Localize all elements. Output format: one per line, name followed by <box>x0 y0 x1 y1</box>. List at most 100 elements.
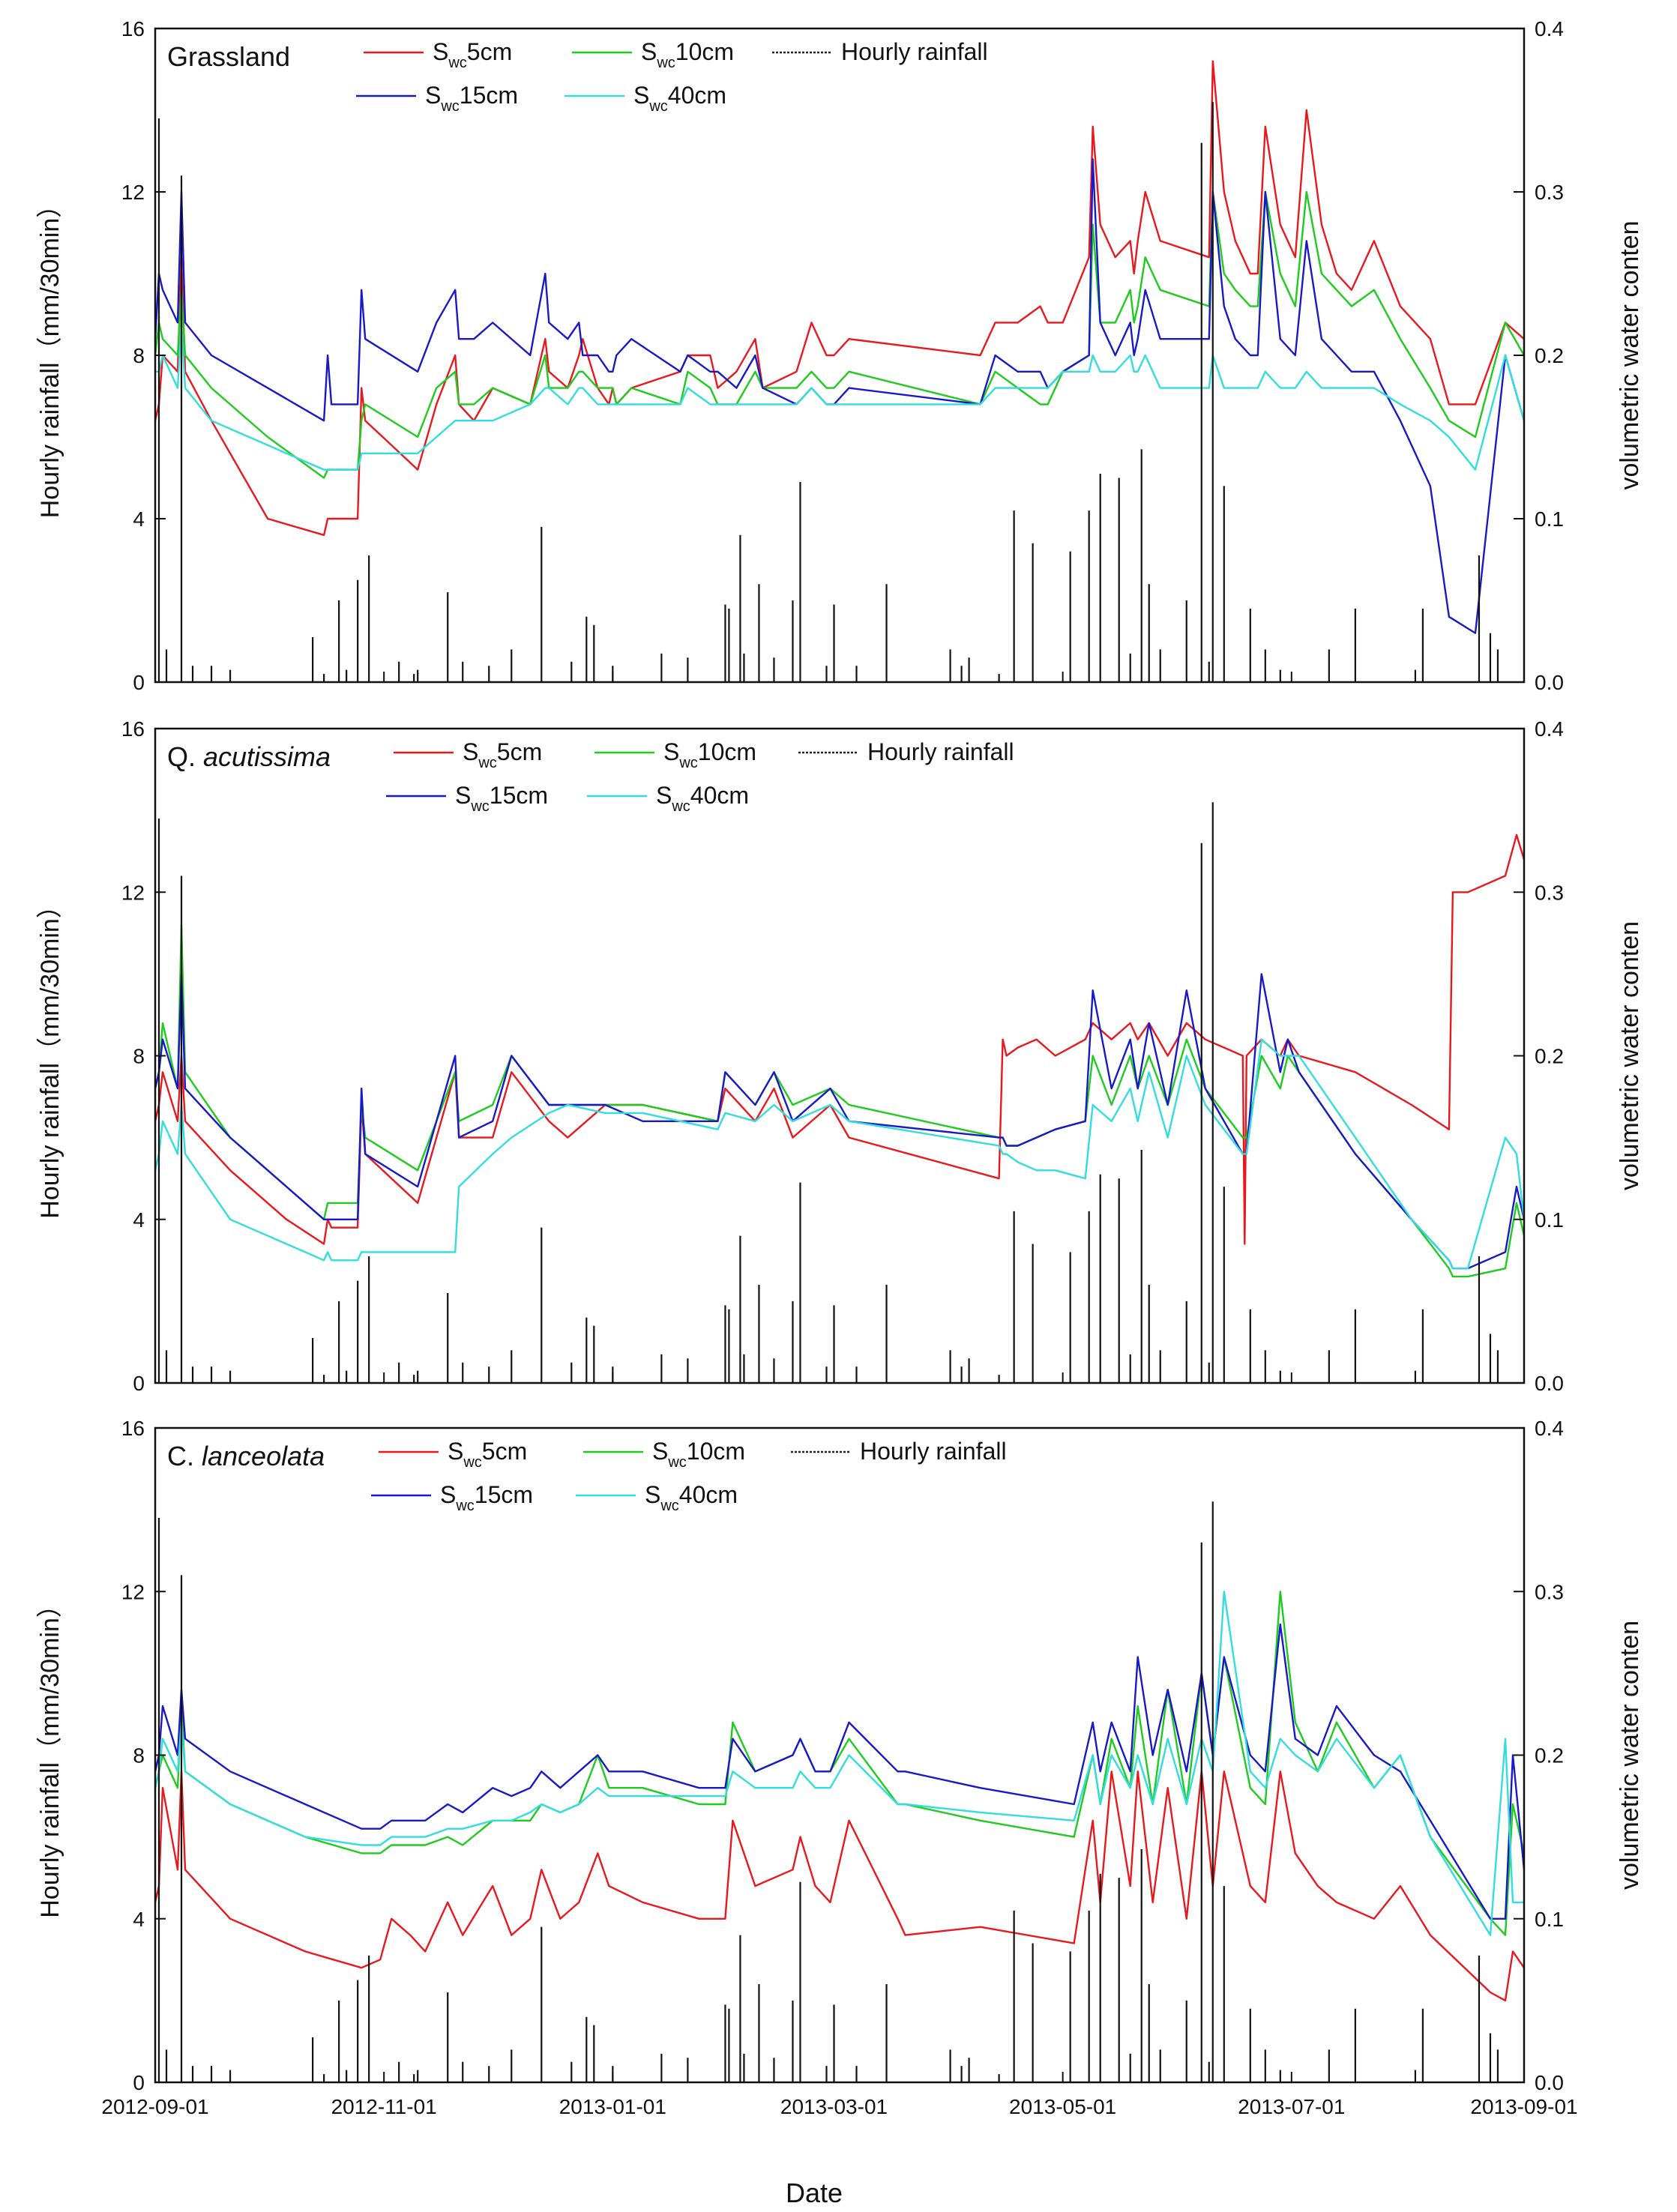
legend-label-part: 5cm <box>467 38 512 65</box>
legend-label-part: S <box>433 38 448 65</box>
right-tick-label: 0.0 <box>1535 671 1564 694</box>
panel-title: Q. acutissima <box>167 741 331 772</box>
rainfall-bars <box>157 1501 1499 2082</box>
right-tick-label: 0.3 <box>1535 181 1564 204</box>
legend-label-part: wc <box>455 1498 474 1514</box>
legend-label: Swc15cm <box>425 82 518 115</box>
legend-label: Swc5cm <box>448 1438 527 1471</box>
legend-label: Hourly rainfall <box>841 38 988 65</box>
right-axis-label: volumetric water conten <box>1616 220 1644 489</box>
legend-label: Hourly rainfall <box>860 1438 1007 1465</box>
legend-label-part: S <box>645 1481 660 1508</box>
legend-label: Swc10cm <box>641 38 734 71</box>
panel-title-part: C. <box>167 1441 202 1471</box>
left-tick-label: 12 <box>121 1580 145 1603</box>
series-line-swc-10cm <box>154 190 1526 479</box>
x-axis-label: Date <box>786 2178 843 2208</box>
x-tick-label: 2012-11-01 <box>331 2095 437 2118</box>
legend-label: Hourly rainfall <box>867 738 1014 765</box>
legend-label-part: 40cm <box>668 82 726 109</box>
legend-label-part: wc <box>656 55 675 71</box>
panel-title-part: Grassland <box>167 41 290 72</box>
left-tick-label: 4 <box>133 1208 145 1232</box>
legend-label-part: wc <box>671 798 690 815</box>
left-axis-label: Hourly rainfall（mm/30min） <box>36 193 64 519</box>
x-tick-label: 2013-01-01 <box>559 2095 666 2118</box>
legend-label: Swc10cm <box>663 738 756 771</box>
legend-label: Swc40cm <box>656 782 749 815</box>
legend-label-part: wc <box>678 755 697 771</box>
left-tick-label: 4 <box>133 1908 145 1931</box>
left-tick-label: 0 <box>133 1372 145 1395</box>
series-line-swc-10cm <box>154 923 1526 1278</box>
legend-label-part: wc <box>667 1454 686 1471</box>
legend-label-part: 5cm <box>497 738 542 765</box>
panels: 0 4 8 12 16 0.0 0.1 0.2 0.3 0.4 Hourly rainfall（mm… <box>36 17 1644 2118</box>
left-axis-label: Hourly rainfall（mm/30min） <box>36 893 64 1219</box>
right-tick-label: 0.1 <box>1535 1208 1564 1232</box>
right-tick-label: 0.3 <box>1535 881 1564 904</box>
legend-label: Swc40cm <box>633 82 726 115</box>
left-tick-label: 12 <box>121 181 145 204</box>
left-tick-label: 12 <box>121 881 145 904</box>
legend-label-part: 5cm <box>482 1438 527 1465</box>
left-tick-label: 16 <box>121 17 145 40</box>
left-tick-label: 4 <box>133 507 145 531</box>
right-tick-label: 0.2 <box>1535 344 1564 367</box>
legend-label-part: S <box>652 1438 668 1465</box>
x-tick-label: 2013-09-01 <box>1470 2095 1577 2118</box>
legend-label-part: wc <box>448 55 466 71</box>
right-tick-label: 0.2 <box>1535 1045 1564 1068</box>
right-tick-label: 0.4 <box>1535 17 1564 40</box>
legend-label: Swc5cm <box>463 738 542 771</box>
right-tick-label: 0.2 <box>1535 1744 1564 1768</box>
left-tick-label: 8 <box>133 344 145 367</box>
legend-label-part: wc <box>660 1498 678 1514</box>
chart-panel-1: 0 4 8 12 16 0.0 0.1 0.2 0.3 0.4 Hourly rainfall（mm… <box>36 17 1644 694</box>
rainfall-bars <box>157 102 1499 682</box>
series-line-swc-15cm <box>154 1623 1526 1920</box>
series-line-swc-40cm <box>155 322 1526 471</box>
panel-title: C. lanceolata <box>167 1441 325 1471</box>
series-line-swc-40cm <box>154 1591 1524 1936</box>
left-tick-label: 0 <box>133 671 145 694</box>
left-tick-label: 16 <box>121 1417 145 1440</box>
left-axis-label: Hourly rainfall（mm/30min） <box>36 1592 64 1918</box>
x-tick-label: 2013-07-01 <box>1238 2095 1345 2118</box>
legend-label: Swc10cm <box>652 1438 745 1471</box>
legend-label: Swc5cm <box>433 38 512 71</box>
right-tick-label: 0.4 <box>1535 717 1564 741</box>
legend-label-part: wc <box>478 755 496 771</box>
rainfall-bars <box>157 802 1499 1383</box>
left-tick-label: 8 <box>133 1744 145 1768</box>
legend-label-part: S <box>463 738 478 765</box>
legend-label: Swc15cm <box>440 1481 533 1514</box>
legend-label-part: S <box>440 1481 456 1508</box>
legend-label-part: S <box>448 1438 463 1465</box>
left-tick-label: 0 <box>133 2071 145 2094</box>
right-tick-label: 0.0 <box>1535 1372 1564 1395</box>
legend-label-part: 10cm <box>687 1438 745 1465</box>
legend-label-part: 10cm <box>698 738 756 765</box>
right-axis-label: volumetric water conten <box>1616 1621 1644 1890</box>
legend-label-part: wc <box>440 98 459 115</box>
series-line-swc-5cm <box>154 1770 1525 2002</box>
right-tick-label: 0.3 <box>1535 1580 1564 1603</box>
legend-label: Swc40cm <box>645 1481 738 1514</box>
legend-label-part: 40cm <box>690 782 749 809</box>
x-tick-label: 2012-09-01 <box>101 2095 208 2118</box>
chart-panel-2: 0 4 8 12 16 0.0 0.1 0.2 0.3 0.4 Hourly rainfall（mm… <box>36 717 1644 1395</box>
x-tick-label: 2013-05-01 <box>1009 2095 1116 2118</box>
series-line-swc-5cm <box>154 834 1526 1245</box>
legend-label-part: wc <box>648 98 667 115</box>
left-tick-label: 8 <box>133 1045 145 1068</box>
panel-title: Grassland <box>167 41 290 72</box>
right-tick-label: 0.0 <box>1535 2071 1564 2094</box>
legend-label-part: wc <box>470 798 489 815</box>
legend-label-part: wc <box>463 1454 481 1471</box>
